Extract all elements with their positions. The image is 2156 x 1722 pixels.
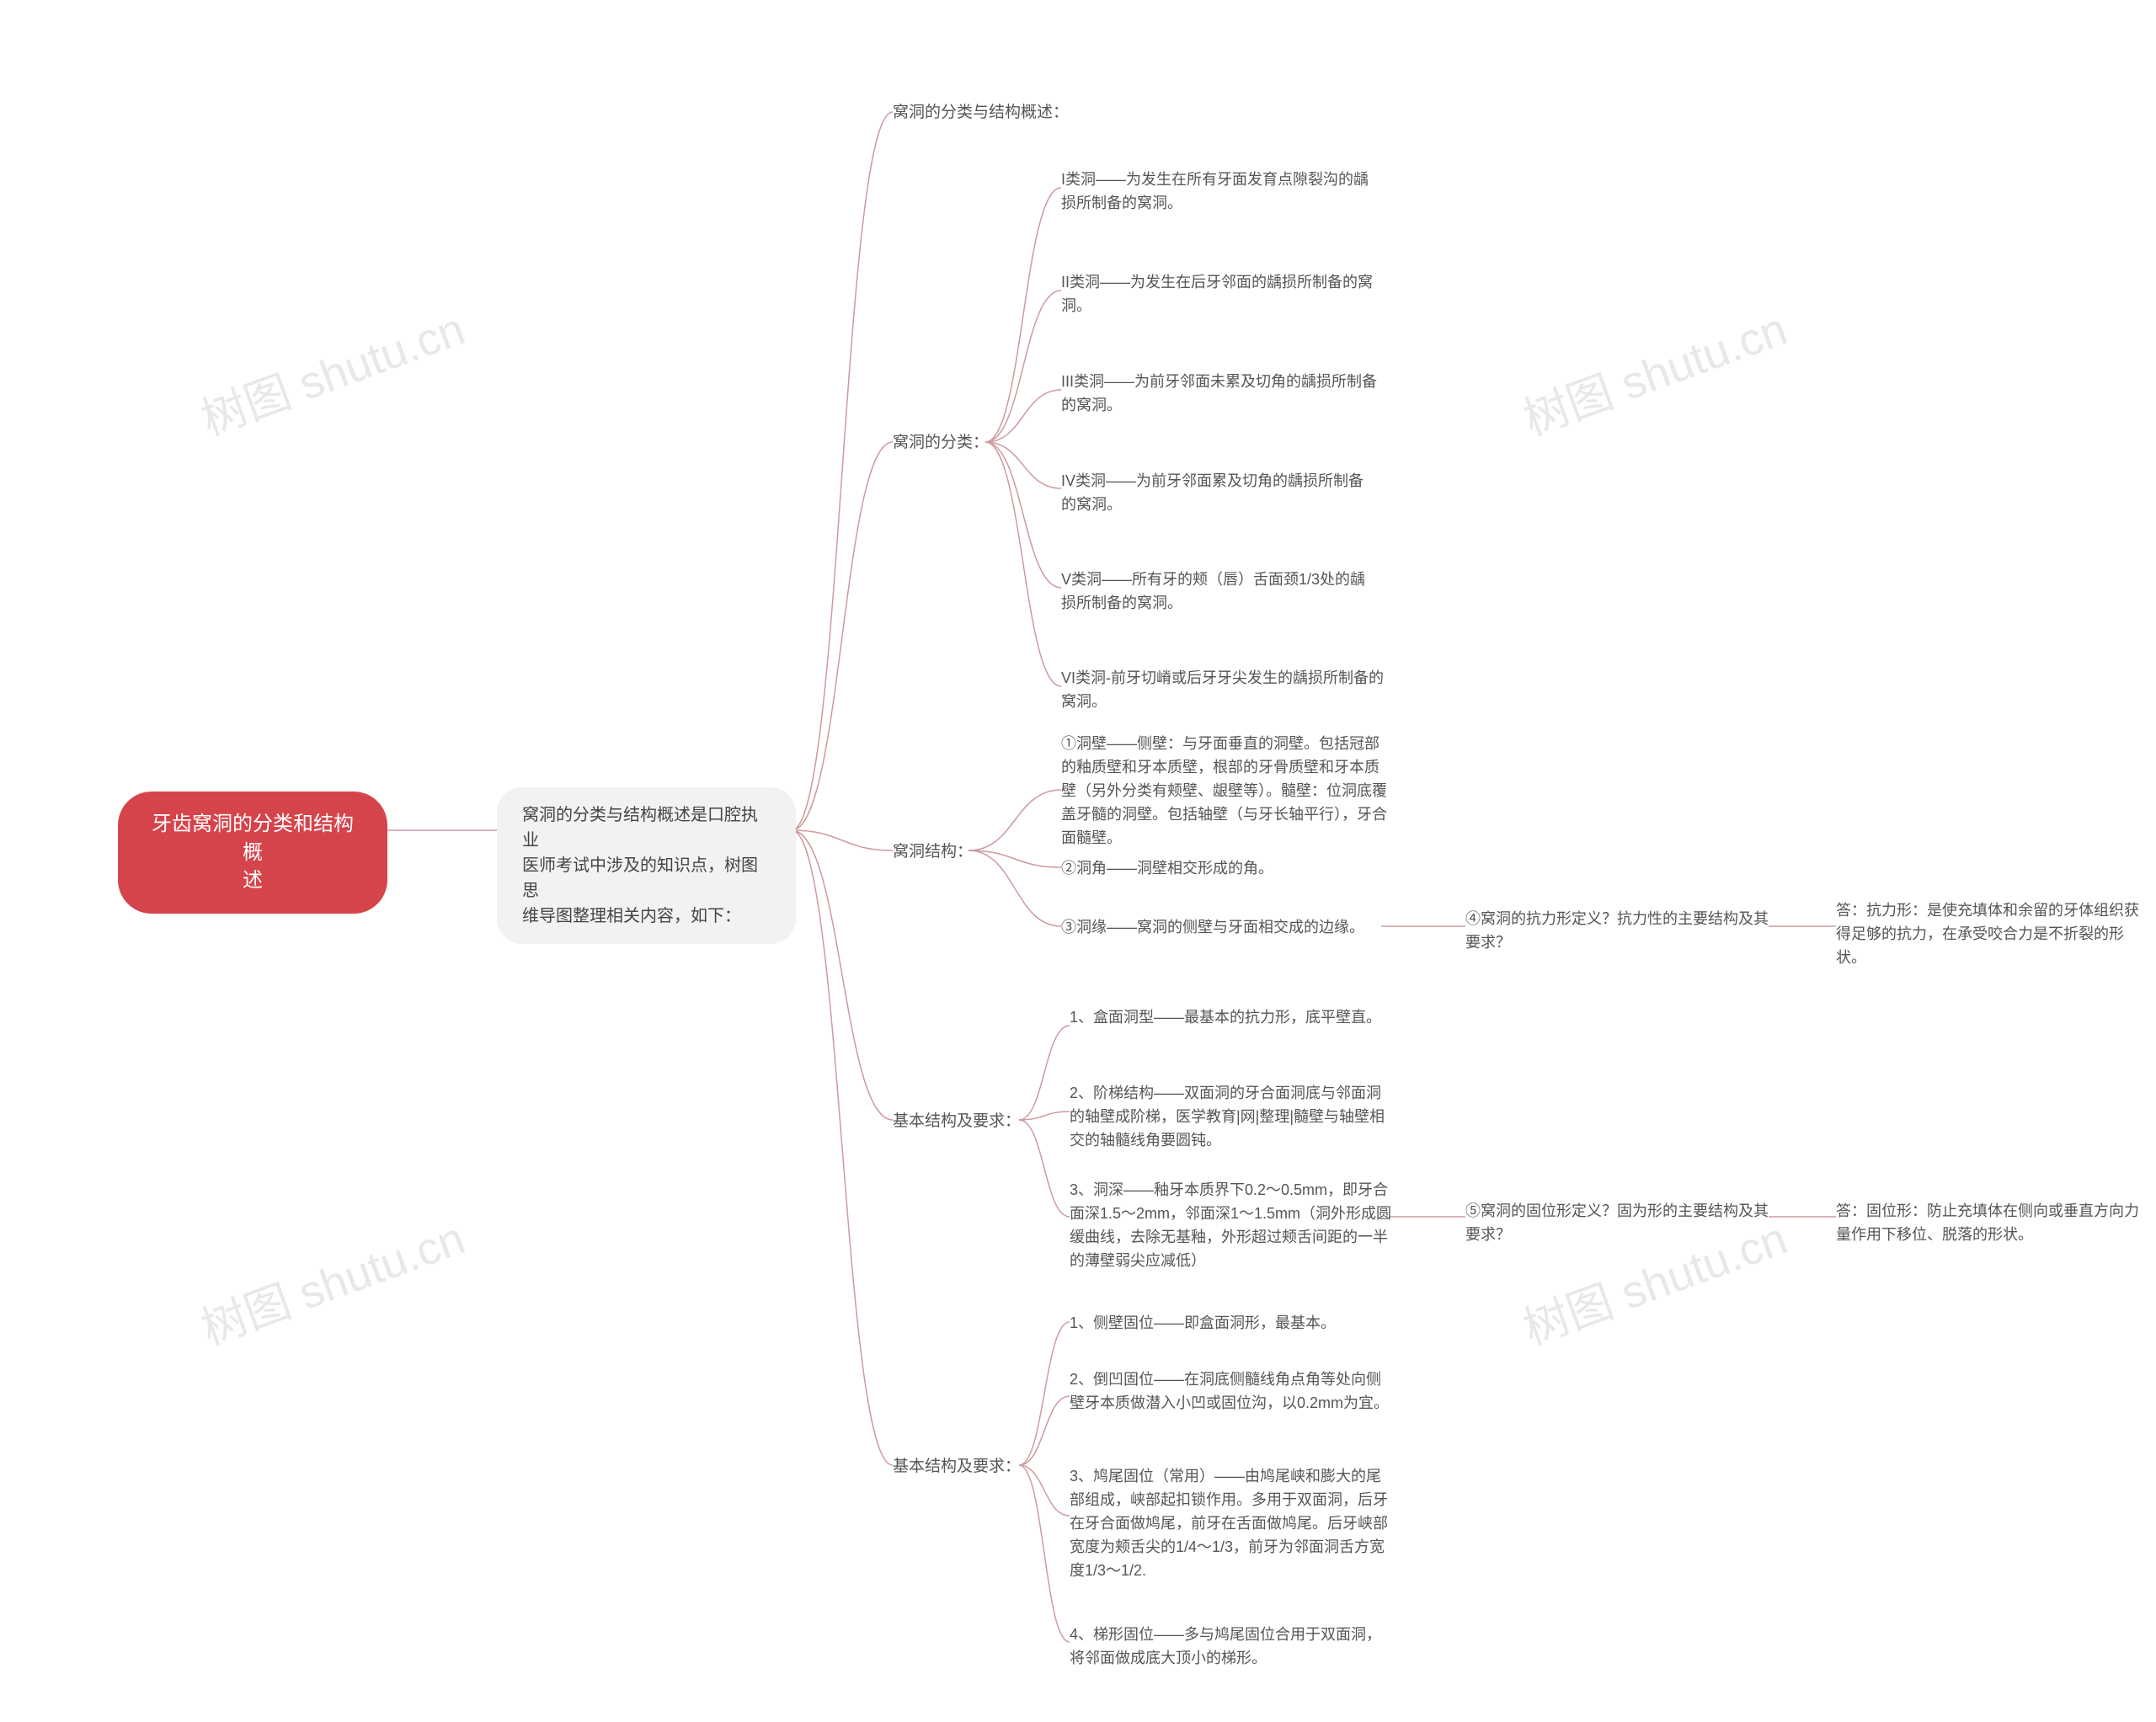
root-node[interactable]: 牙齿窝洞的分类和结构概 述 (118, 792, 387, 914)
struct-q1: ④窝洞的抗力形定义？抗力性的主要结构及其要求？ (1465, 908, 1769, 955)
req2-item-4: 4、梯形固位——多与鸠尾固位合用于双面洞，将邻面做成底大顶小的梯形。 (1070, 1623, 1390, 1671)
req1-q: ⑤窝洞的固位形定义？固为形的主要结构及其要求？ (1465, 1200, 1769, 1247)
struct-item-3: ③洞缘——窝洞的侧壁与牙面相交成的边缘。 (1061, 916, 1364, 940)
intro-node[interactable]: 窝洞的分类与结构概述是口腔执业 医师考试中涉及的知识点，树图思 维导图整理相关内… (497, 787, 796, 944)
req2-item-1: 1、侧壁固位——即盒面洞形，最基本。 (1070, 1312, 1336, 1335)
root-text-l2: 述 (243, 869, 263, 892)
struct-item-2: ②洞角——洞壁相交形成的角。 (1061, 857, 1273, 881)
req1-item-1: 1、盒面洞型——最基本的抗力形，底平壁直。 (1070, 1006, 1381, 1030)
root-text-l1: 牙齿窝洞的分类和结构概 (152, 813, 354, 864)
class-item-5: V类洞——所有牙的颊（唇）舌面颈1/3处的龋损所制备的窝洞。 (1061, 568, 1377, 616)
req2-item-2: 2、倒凹固位——在洞底侧髓线角点角等处向侧壁牙本质做潜入小凹或固位沟，以0.2m… (1070, 1368, 1390, 1415)
watermark: 树图 shutu.cn (190, 291, 472, 448)
intro-l2: 医师考试中涉及的知识点，树图思 (522, 856, 758, 900)
struct-a1: 答：抗力形：是使充填体和余留的牙体组织获得足够的抗力，在承受咬合力是不折裂的形状… (1836, 899, 2148, 970)
class-item-2: II类洞——为发生在后牙邻面的龋损所制备的窝洞。 (1061, 271, 1377, 318)
branch-req1[interactable]: 基本结构及要求： (893, 1110, 1021, 1134)
req1-item-3: 3、洞深——釉牙本质界下0.2～0.5mm，即牙合面深1.5～2mm，邻面深1～… (1070, 1179, 1394, 1273)
intro-l3: 维导图整理相关内容，如下： (522, 907, 741, 925)
req2-item-3: 3、鸠尾固位（常用）——由鸠尾峡和膨大的尾部组成，峡部起扣锁作用。多用于双面洞，… (1070, 1465, 1394, 1582)
class-item-1: I类洞——为发生在所有牙面发育点隙裂沟的龋损所制备的窝洞。 (1061, 168, 1377, 216)
req1-item-2: 2、阶梯结构——双面洞的牙合面洞底与邻面洞的轴壁成阶梯，医学教育|网|整理|髓壁… (1070, 1082, 1390, 1153)
branch-classification[interactable]: 窝洞的分类： (893, 431, 989, 456)
class-item-3: III类洞——为前牙邻面未累及切角的龋损所制备的窝洞。 (1061, 371, 1377, 418)
branch-overview[interactable]: 窝洞的分类与结构概述： (893, 101, 1069, 125)
class-item-6: VI类洞-前牙切嵴或后牙牙尖发生的龋损所制备的窝洞。 (1061, 667, 1394, 714)
branch-structure[interactable]: 窝洞结构： (893, 840, 973, 865)
watermark: 树图 shutu.cn (1513, 291, 1794, 448)
struct-item-1: ①洞壁——侧壁：与牙面垂直的洞壁。包括冠部的釉质壁和牙本质壁，根部的牙骨质壁和牙… (1061, 733, 1390, 850)
watermark: 树图 shutu.cn (190, 1201, 472, 1357)
req1-a: 答：固位形：防止充填体在侧向或垂直方向力量作用下移位、脱落的形状。 (1836, 1200, 2148, 1247)
intro-l1: 窝洞的分类与结构概述是口腔执业 (522, 806, 758, 850)
branch-req2[interactable]: 基本结构及要求： (893, 1455, 1021, 1479)
class-item-4: IV类洞——为前牙邻面累及切角的龋损所制备的窝洞。 (1061, 470, 1377, 517)
